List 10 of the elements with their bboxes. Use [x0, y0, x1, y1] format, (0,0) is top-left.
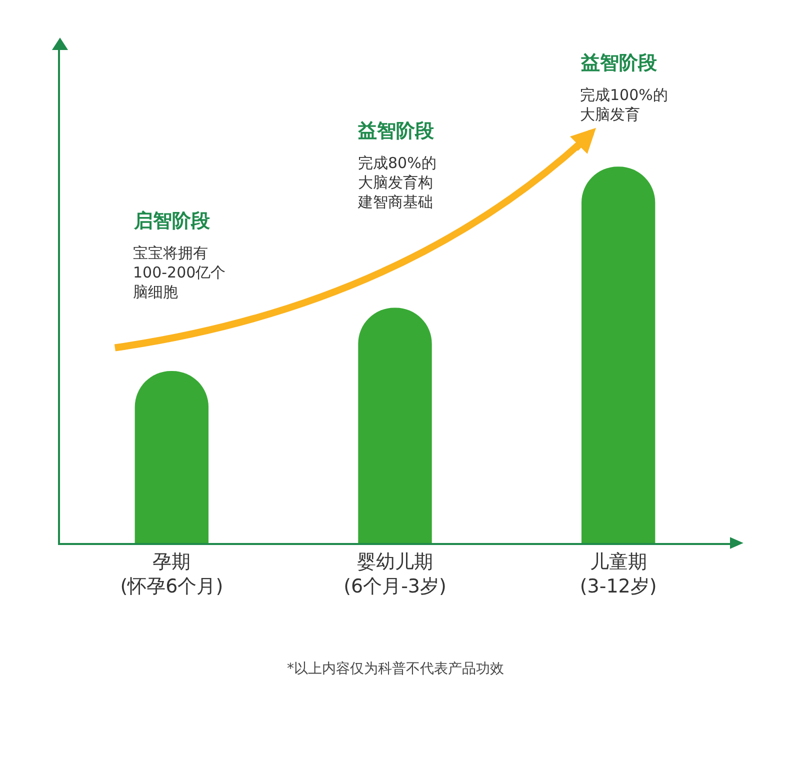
text: 益智阶段 — [357, 120, 435, 142]
x-tick-label: 婴幼儿期 (6个月-3岁) — [344, 550, 446, 598]
x-tick-label: 儿童期 (3-12岁) — [580, 550, 657, 598]
annotation: 完成80%的大脑发育构建智商基础 — [357, 154, 436, 211]
text: *以上内容仅为科普不代表产品功效 — [287, 660, 504, 677]
text: 完成100%的大脑发育 — [580, 86, 668, 124]
x-tick-label: 孕期 (怀孕6个月) — [120, 550, 224, 598]
annotation: 宝宝将拥有100-200亿个脑细胞 — [133, 244, 226, 301]
text: 益智阶段 — [580, 52, 658, 74]
annotation: 启智阶段 — [133, 210, 211, 232]
